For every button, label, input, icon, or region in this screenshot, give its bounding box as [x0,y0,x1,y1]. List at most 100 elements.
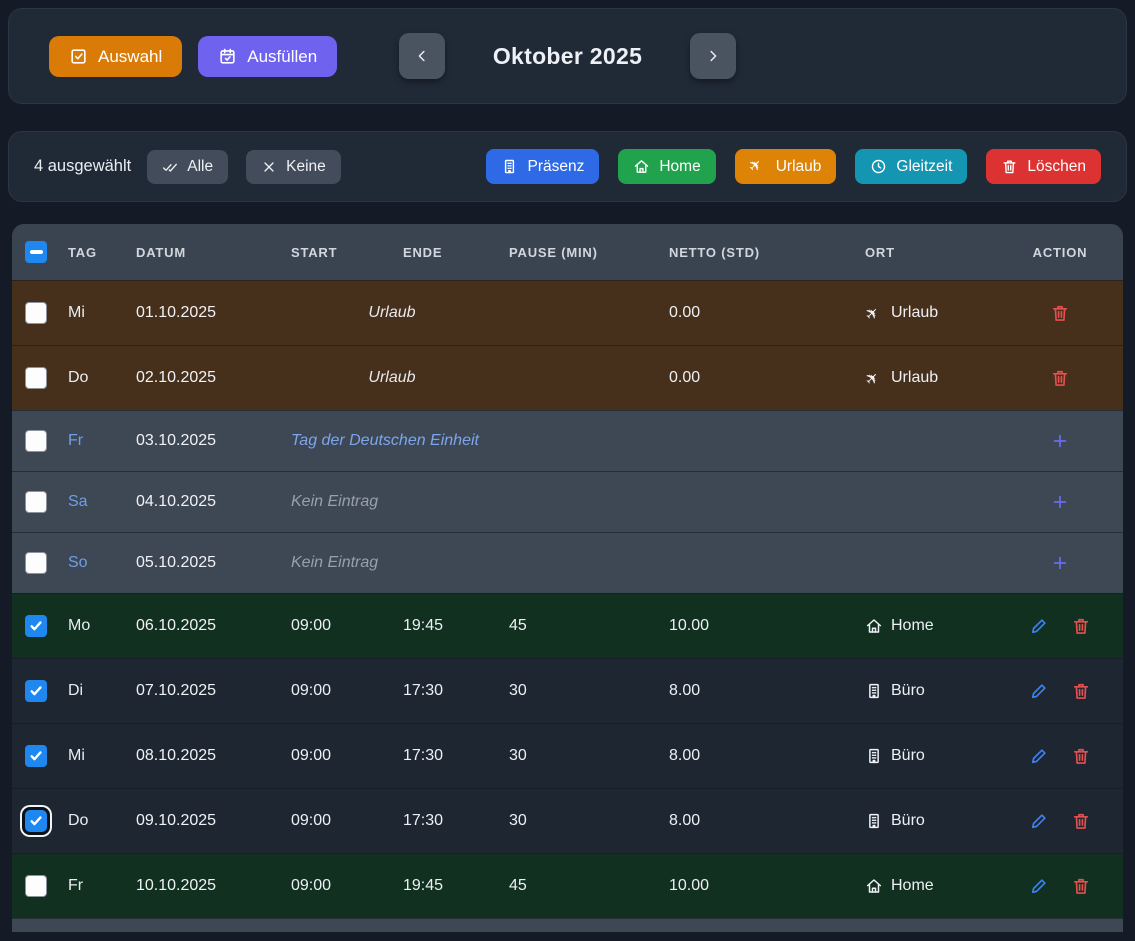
select-all-button[interactable]: Alle [147,149,229,184]
table-row: Do 09.10.2025 09:00 17:30 30 8.00 Büro [12,788,1123,853]
edit-entry-button[interactable] [1029,681,1049,701]
auswahl-button-label: Auswahl [98,46,163,66]
checkbox-cell [12,367,60,389]
end-time: 17:30 [403,812,444,829]
month-toolbar: Auswahl Ausfüllen Oktober 2025 [8,8,1127,104]
table-header-row: TAG DATUM START ENDE PAUSE (MIN) NETTO (… [12,224,1123,280]
month-title: Oktober 2025 [492,42,643,69]
row-checkbox[interactable] [25,615,47,637]
location-cell: Büro [857,812,997,830]
row-checkbox[interactable] [25,430,47,452]
checkbox-cell [12,745,60,767]
delete-entry-button[interactable] [1071,681,1091,701]
select-all-checkbox[interactable] [25,241,47,263]
column-header-start: START [291,244,338,260]
edit-entry-button[interactable] [1029,616,1049,636]
next-month-button[interactable] [690,33,737,79]
check-icon [28,813,44,829]
select-none-button[interactable]: Keine [246,149,341,184]
row-checkbox[interactable] [25,810,47,832]
start-time: 09:00 [291,812,332,829]
location-label: Büro [891,682,925,699]
day-label: Mi [68,747,85,764]
add-entry-button[interactable] [1050,431,1070,451]
trash-icon [1071,811,1091,831]
bulk-action-label: Gleitzeit [896,157,953,175]
bulk-action-gleitzeit[interactable]: Gleitzeit [855,149,968,184]
column-header-ort: ORT [865,244,895,260]
delete-entry-button[interactable] [1071,876,1091,896]
plus-icon [1050,553,1070,573]
table-row: Mo 06.10.2025 09:00 19:45 45 10.00 Home [12,593,1123,658]
day-label: Di [68,682,84,699]
delete-entry-button[interactable] [1050,368,1070,388]
checkbox-cell [12,491,60,513]
location-label: Urlaub [891,304,939,321]
building-icon [501,158,518,175]
edit-entry-button[interactable] [1029,746,1049,766]
end-time: 17:30 [403,747,444,764]
previous-month-button[interactable] [398,33,445,79]
row-checkbox[interactable] [25,491,47,513]
pencil-icon [1029,811,1049,831]
date-label: 07.10.2025 [136,682,217,699]
location-cell: Home [857,617,997,635]
add-entry-button[interactable] [1050,492,1070,512]
pencil-icon [1029,746,1049,766]
netto-hours: 0.00 [669,369,701,386]
table-row: So 05.10.2025 Kein Eintrag [12,532,1123,593]
column-header-pause: PAUSE (MIN) [509,244,598,260]
row-checkbox[interactable] [25,302,47,324]
delete-entry-button[interactable] [1071,811,1091,831]
house-icon [865,617,883,635]
end-time: 19:45 [403,877,444,894]
delete-entry-button[interactable] [1050,303,1070,323]
day-label: Fr [68,877,84,894]
house-icon [633,158,650,175]
row-checkbox[interactable] [25,680,47,702]
plane-icon: ✈ [862,368,884,390]
edit-entry-button[interactable] [1029,876,1049,896]
ausfuellen-button-label: Ausfüllen [247,46,318,66]
bulk-action-label: Urlaub [775,157,822,175]
bulk-action-home[interactable]: Home [618,149,716,184]
row-checkbox[interactable] [25,552,47,574]
location-label: Büro [891,747,925,764]
selected-count: 4 ausgewählt [34,157,132,175]
pause-minutes: 45 [509,877,527,894]
location-label: Urlaub [891,369,939,386]
bulk-action-urlaub[interactable]: ✈ Urlaub [734,149,837,184]
delete-entry-button[interactable] [1071,746,1091,766]
trash-icon [1071,681,1091,701]
bulk-action-löschen[interactable]: Löschen [986,149,1101,184]
start-time: 09:00 [291,877,332,894]
add-entry-button[interactable] [1050,553,1070,573]
row-checkbox[interactable] [25,875,47,897]
auswahl-button[interactable]: Auswahl [49,35,183,77]
chevron-left-icon [413,47,431,65]
x-icon [261,159,277,175]
checkbox-cell [12,615,60,637]
plane-icon: ✈ [744,155,767,177]
pencil-icon [1029,681,1049,701]
building-icon [865,812,883,830]
ausfuellen-button[interactable]: Ausfüllen [198,35,338,77]
row-checkbox[interactable] [25,745,47,767]
bulk-action-präsenz[interactable]: Präsenz [486,149,600,184]
pause-minutes: 45 [509,617,527,634]
date-label: 09.10.2025 [136,812,217,829]
netto-hours: 8.00 [669,682,701,699]
date-label: 10.10.2025 [136,877,217,894]
date-label: 08.10.2025 [136,747,217,764]
vacation-note: Urlaub [368,369,416,386]
date-label: 04.10.2025 [136,493,217,510]
location-cell: Büro [857,682,997,700]
delete-entry-button[interactable] [1071,616,1091,636]
trash-icon [1050,303,1070,323]
row-checkbox[interactable] [25,367,47,389]
edit-entry-button[interactable] [1029,811,1049,831]
select-all-label: Alle [187,157,214,175]
location-cell: Büro [857,747,997,765]
column-header-datum: DATUM [136,244,186,260]
day-label: Mi [68,304,85,321]
